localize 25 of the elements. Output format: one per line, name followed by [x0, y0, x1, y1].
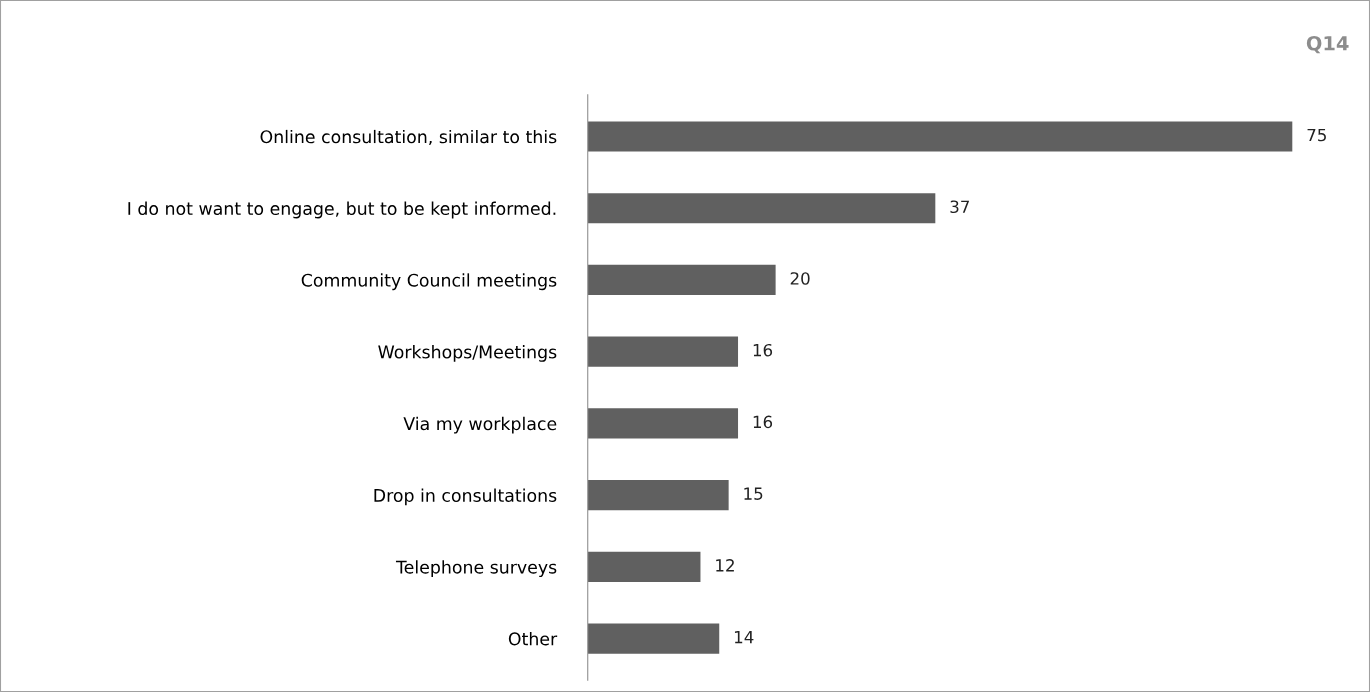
- data-label: 16: [753, 415, 773, 429]
- bar: [587, 121, 1293, 152]
- bar: [587, 264, 776, 295]
- data-label: 75: [1307, 128, 1326, 142]
- y-tick-label: Workshops/Meetings: [378, 345, 557, 362]
- data-label: 20: [790, 272, 810, 285]
- y-tick-label: Drop in consultations: [374, 488, 557, 506]
- y-tick-label: I do not want to engage, but to be kept informed.: [128, 201, 556, 219]
- data-label: 15: [744, 487, 763, 500]
- y-tick-label: Community Council meetings: [301, 273, 557, 291]
- chart-title: Q14: [1306, 35, 1349, 54]
- data-label: 16: [753, 343, 773, 357]
- data-label: 12: [716, 559, 734, 572]
- bar: [587, 480, 729, 511]
- bar: [587, 623, 720, 654]
- y-tick-label: Telephone surveys: [395, 560, 557, 578]
- bar: [587, 408, 739, 439]
- y-tick-label: Via my workplace: [403, 416, 557, 434]
- y-tick-label: Other: [508, 631, 558, 646]
- data-label: 14: [734, 631, 754, 644]
- bar: [587, 193, 936, 224]
- data-label: 37: [950, 200, 969, 214]
- bar: [587, 336, 739, 367]
- bar: [587, 551, 701, 582]
- y-tick-label: Online consultation, similar to this: [260, 129, 557, 146]
